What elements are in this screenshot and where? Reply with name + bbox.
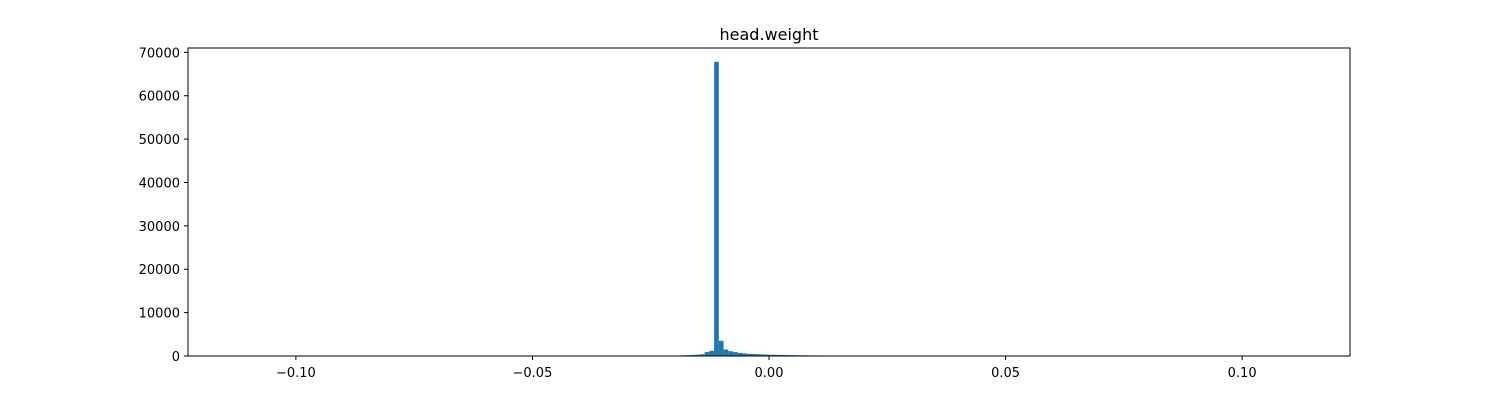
- histogram-bar: [699, 354, 705, 356]
- y-axis-ticks: 0 10000 20000 30000 40000 50000 60000 70000: [139, 46, 188, 365]
- histogram-bar: [780, 354, 786, 356]
- x-tick-label: −0.05: [513, 366, 553, 381]
- y-tick-label: 40000: [139, 176, 180, 191]
- histogram-bar: [733, 352, 738, 356]
- y-tick-label: 30000: [139, 220, 180, 235]
- y-tick-label: 0: [172, 350, 180, 365]
- histogram-bar: [690, 354, 696, 356]
- histogram-bar: [751, 354, 757, 356]
- y-tick-label: 50000: [139, 133, 180, 148]
- y-tick-label: 60000: [139, 90, 180, 105]
- x-tick-label: 0.10: [1228, 366, 1257, 381]
- histogram-bar: [709, 350, 715, 356]
- x-tick-label: 0.05: [991, 366, 1020, 381]
- histogram-bar: [761, 354, 767, 356]
- histogram-bar: [704, 352, 710, 356]
- histogram-bar: [728, 351, 734, 356]
- histogram-bar: [766, 354, 771, 356]
- histogram-bar: [714, 61, 719, 357]
- chart-title: head.weight: [720, 25, 819, 44]
- x-tick-label: −0.10: [276, 366, 316, 381]
- y-tick-label: 20000: [139, 263, 180, 278]
- y-tick-label: 10000: [139, 307, 180, 322]
- histogram-bar: [756, 354, 762, 356]
- histogram-bar: [723, 349, 729, 356]
- x-tick-label: 0.00: [755, 366, 784, 381]
- histogram-bar: [695, 354, 700, 356]
- x-axis-ticks: −0.10 −0.05 0.00 0.05 0.10: [276, 356, 1257, 381]
- plot-frame: [187, 47, 1351, 357]
- histogram-bar: [718, 340, 724, 356]
- y-tick-label: 70000: [139, 46, 180, 61]
- histogram-bar: [742, 353, 748, 356]
- histogram-bar: [747, 353, 752, 356]
- histogram-bar: [775, 354, 781, 356]
- histogram-bar: [737, 352, 743, 356]
- histogram-bar: [770, 354, 776, 356]
